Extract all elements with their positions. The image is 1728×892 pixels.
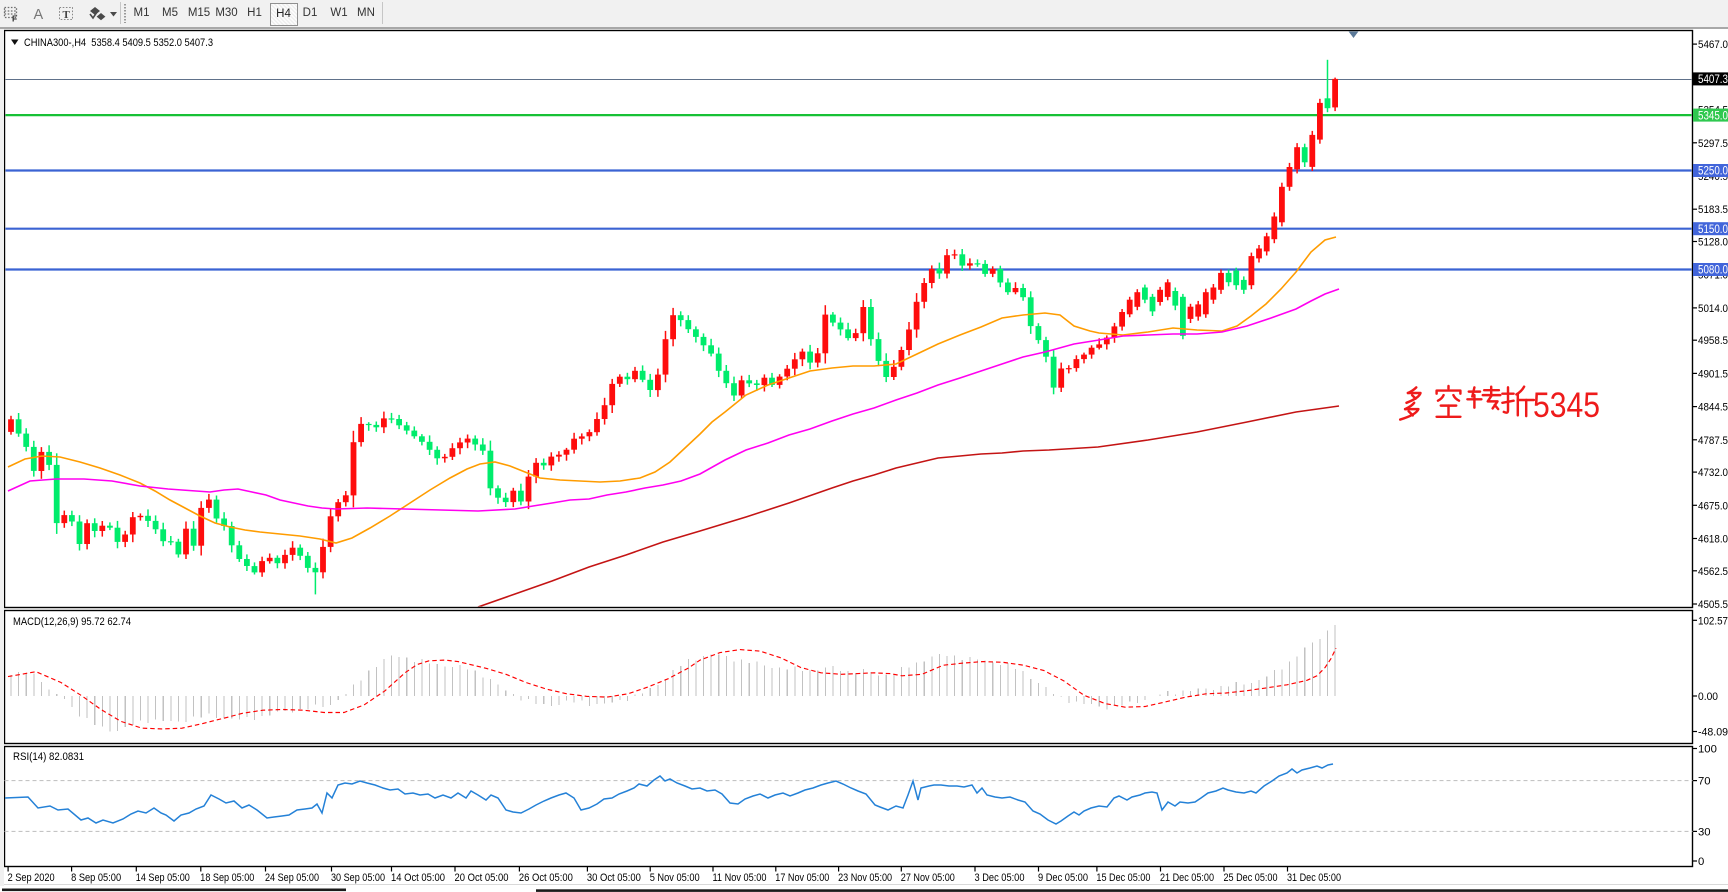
svg-text:5080.0: 5080.0 xyxy=(1698,265,1728,277)
svg-text:3 Dec 05:00: 3 Dec 05:00 xyxy=(975,872,1025,884)
svg-text:5128.0: 5128.0 xyxy=(1698,237,1728,249)
svg-text:102.57: 102.57 xyxy=(1698,615,1728,627)
svg-text:5345: 5345 xyxy=(1533,386,1600,425)
svg-text:F: F xyxy=(12,14,17,24)
svg-text:100: 100 xyxy=(1698,744,1717,756)
svg-text:5467.0: 5467.0 xyxy=(1698,39,1728,51)
svg-text:31 Dec 05:00: 31 Dec 05:00 xyxy=(1287,872,1341,884)
svg-text:30 Oct 05:00: 30 Oct 05:00 xyxy=(587,872,641,884)
svg-text:0: 0 xyxy=(1698,856,1704,868)
svg-text:5250.0: 5250.0 xyxy=(1698,166,1728,178)
svg-text:5345.0: 5345.0 xyxy=(1698,110,1728,122)
svg-text:24 Sep 05:00: 24 Sep 05:00 xyxy=(265,872,319,884)
svg-text:4901.5: 4901.5 xyxy=(1698,368,1728,380)
svg-text:A: A xyxy=(34,7,44,23)
svg-text:5297.5: 5297.5 xyxy=(1698,138,1728,150)
svg-text:21 Dec 05:00: 21 Dec 05:00 xyxy=(1160,872,1214,884)
svg-text:17 Nov 05:00: 17 Nov 05:00 xyxy=(775,872,829,884)
svg-text:30 Sep 05:00: 30 Sep 05:00 xyxy=(331,872,385,884)
svg-text:2 Sep 2020: 2 Sep 2020 xyxy=(8,872,55,884)
svg-text:25 Dec 05:00: 25 Dec 05:00 xyxy=(1224,872,1278,884)
svg-text:4618.0: 4618.0 xyxy=(1698,534,1728,546)
svg-text:4844.5: 4844.5 xyxy=(1698,402,1728,414)
svg-text:4562.5: 4562.5 xyxy=(1698,566,1728,578)
svg-text:70: 70 xyxy=(1698,776,1711,788)
svg-text:11 Nov 05:00: 11 Nov 05:00 xyxy=(713,872,767,884)
svg-text:5014.0: 5014.0 xyxy=(1698,303,1728,315)
svg-text:20 Oct 05:00: 20 Oct 05:00 xyxy=(455,872,509,884)
svg-text:4732.0: 4732.0 xyxy=(1698,467,1728,479)
svg-text:4505.5: 4505.5 xyxy=(1698,599,1728,611)
svg-text:T: T xyxy=(63,9,71,21)
svg-text:30: 30 xyxy=(1698,826,1711,838)
svg-text:14 Sep 05:00: 14 Sep 05:00 xyxy=(136,872,190,884)
svg-text:4787.5: 4787.5 xyxy=(1698,435,1728,447)
svg-text:23 Nov 05:00: 23 Nov 05:00 xyxy=(838,872,892,884)
svg-text:5150.0: 5150.0 xyxy=(1698,224,1728,236)
svg-text:MACD(12,26,9) 95.72 62.74: MACD(12,26,9) 95.72 62.74 xyxy=(13,616,131,628)
svg-text:-48.09: -48.09 xyxy=(1698,727,1728,739)
svg-text:5183.5: 5183.5 xyxy=(1698,204,1728,216)
svg-text:14 Oct 05:00: 14 Oct 05:00 xyxy=(391,872,445,884)
svg-text:5407.3: 5407.3 xyxy=(1698,74,1728,86)
svg-text:26 Oct 05:00: 26 Oct 05:00 xyxy=(519,872,573,884)
svg-text:18 Sep 05:00: 18 Sep 05:00 xyxy=(200,872,254,884)
svg-text:8 Sep 05:00: 8 Sep 05:00 xyxy=(71,872,121,884)
svg-text:0.00: 0.00 xyxy=(1698,691,1718,703)
svg-text:15 Dec 05:00: 15 Dec 05:00 xyxy=(1096,872,1150,884)
svg-text:9 Dec 05:00: 9 Dec 05:00 xyxy=(1038,872,1088,884)
svg-text:4675.0: 4675.0 xyxy=(1698,500,1728,512)
svg-text:5 Nov 05:00: 5 Nov 05:00 xyxy=(650,872,700,884)
svg-text:27 Nov 05:00: 27 Nov 05:00 xyxy=(901,872,955,884)
svg-text:RSI(14) 82.0831: RSI(14) 82.0831 xyxy=(13,751,84,763)
svg-text:CHINA300-,H4 5358.4 5409.5 53: CHINA300-,H4 5358.4 5409.5 5352.0 5407.3 xyxy=(24,37,213,49)
svg-text:4958.5: 4958.5 xyxy=(1698,335,1728,347)
